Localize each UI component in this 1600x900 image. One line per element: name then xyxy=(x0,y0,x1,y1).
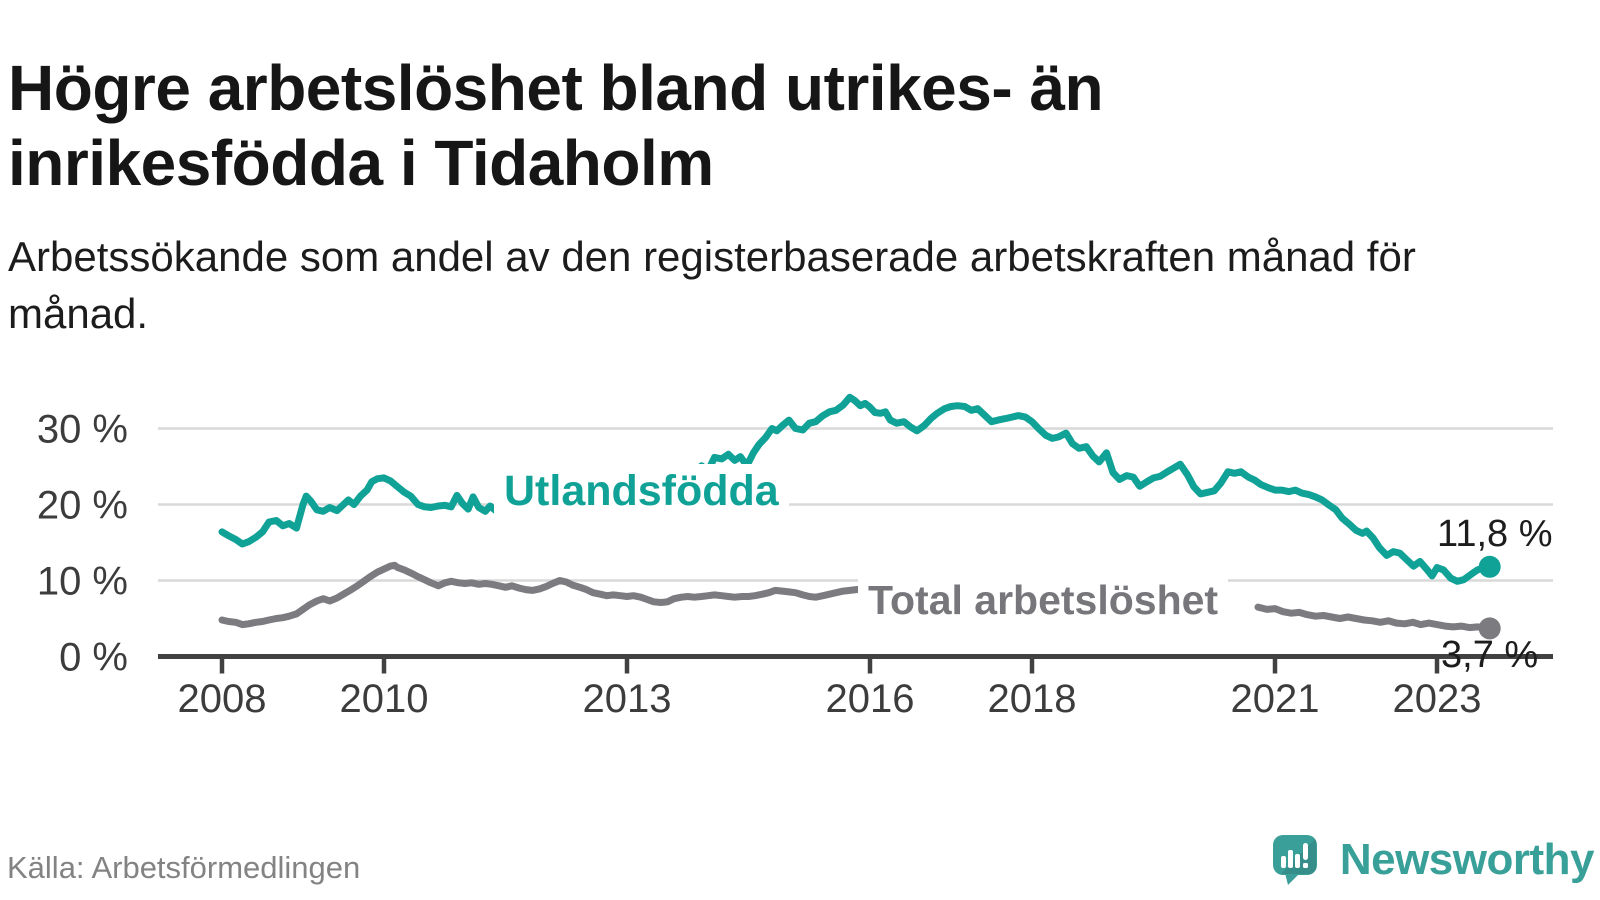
x-tick-label: 2023 xyxy=(1393,677,1482,721)
series-line-1 xyxy=(218,561,872,629)
series-end-dot-0 xyxy=(1478,555,1501,578)
x-tick-label: 2018 xyxy=(988,677,1077,721)
end-value-label-utlandsfodda: 11,8 % xyxy=(1437,513,1553,555)
series-label-utlandsfodda: Utlandsfödda xyxy=(494,464,789,520)
y-tick-label: 10 % xyxy=(37,560,128,604)
newsworthy-logo-icon xyxy=(1272,835,1317,885)
x-tick-label: 2021 xyxy=(1231,677,1320,721)
series-end-dot-1 xyxy=(1478,617,1501,640)
source-note: Källa: Arbetsförmedlingen xyxy=(7,850,361,885)
y-tick-label: 30 % xyxy=(37,408,128,452)
series-line-0 xyxy=(218,474,505,548)
chart-subtitle: Arbetssökande som andel av den registerb… xyxy=(8,233,1416,338)
end-value-label-total: 3,7 % xyxy=(1441,634,1539,676)
x-tick-label: 2010 xyxy=(340,677,429,721)
newsworthy-wordmark: Newsworthy xyxy=(1339,834,1595,884)
newsworthy-brand: Newsworthy xyxy=(1272,834,1595,886)
y-tick-label: 0 % xyxy=(59,636,128,680)
page-title: Högre arbetslöshet bland utrikes- än inr… xyxy=(8,51,1104,199)
x-tick-label: 2013 xyxy=(583,677,672,721)
y-tick-label: 20 % xyxy=(37,484,128,528)
series-line-1 xyxy=(1254,603,1494,632)
series-label-total-arbetsloshet: Total arbetslöshet xyxy=(858,574,1229,628)
x-tick-label: 2016 xyxy=(826,677,915,721)
series-line-0 xyxy=(698,393,1494,585)
x-tick-label: 2008 xyxy=(178,677,267,721)
